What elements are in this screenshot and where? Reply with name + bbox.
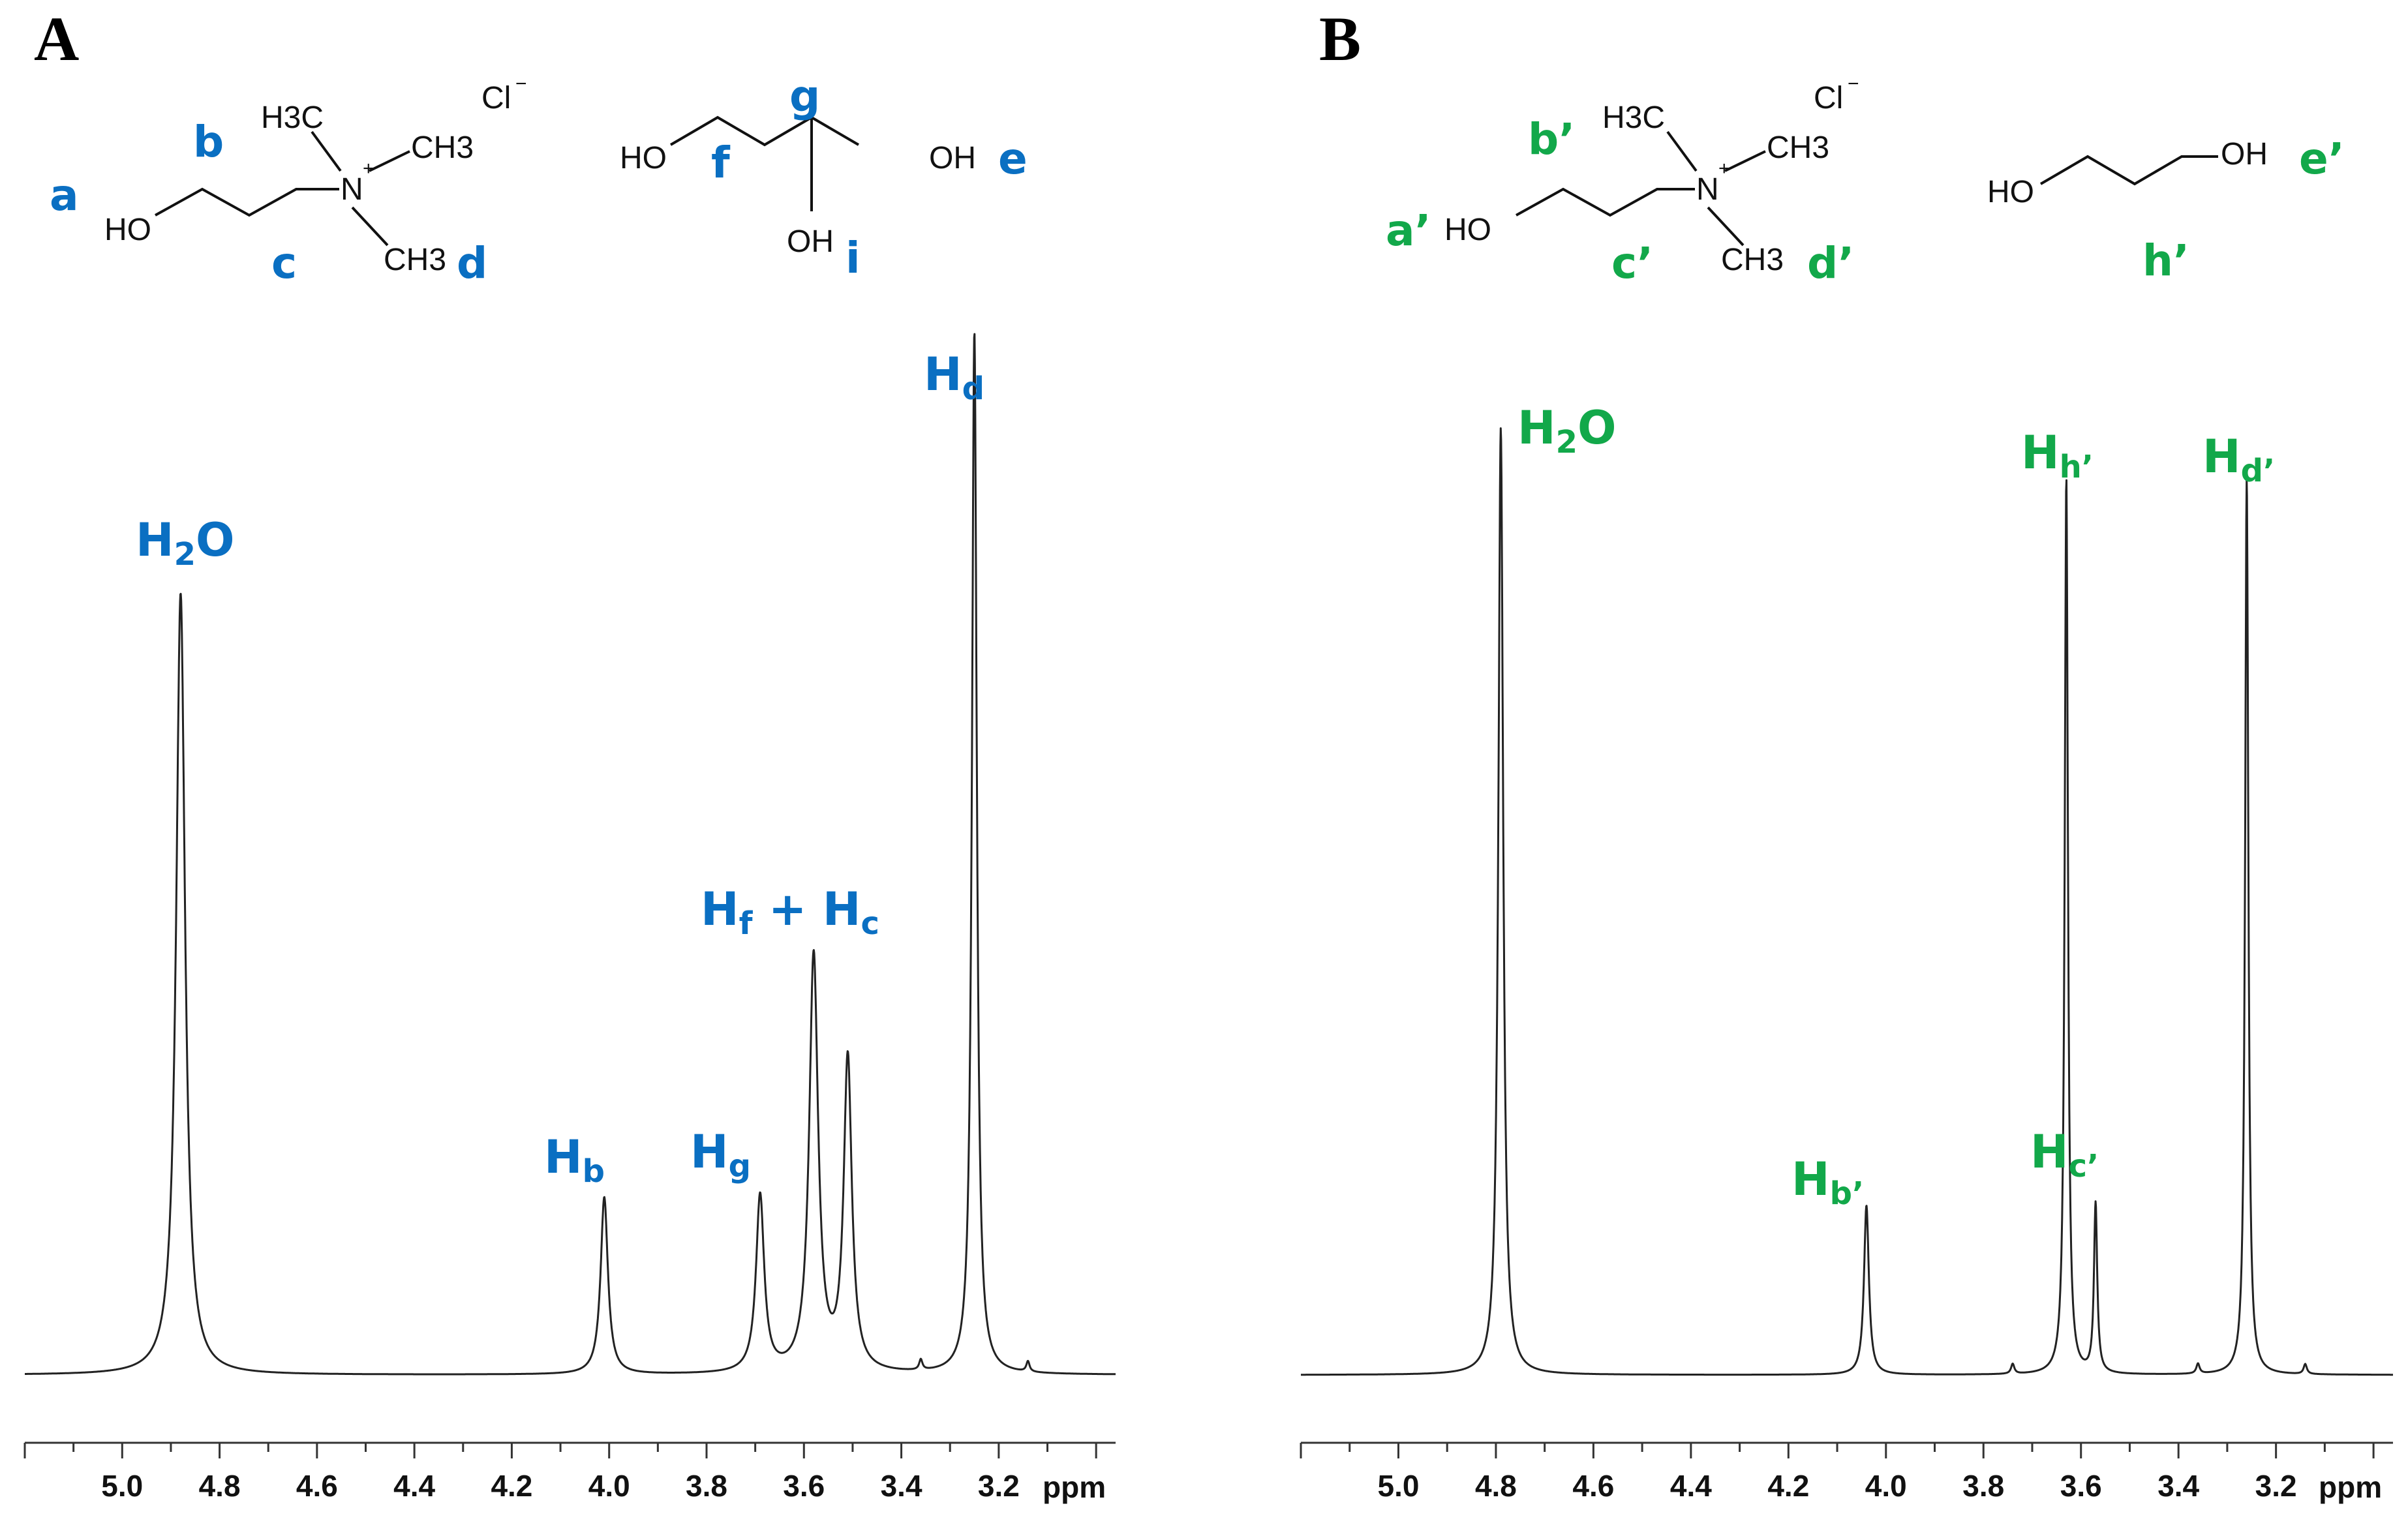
panel-a-x-tick-label: 4.4 — [393, 1469, 435, 1503]
panel-b-x-tick-label: 3.4 — [2157, 1469, 2199, 1503]
panel-a-glycerol-structure: HO OH OH — [620, 115, 976, 259]
panel-b: B HO N + H3C CH3 CH3 Cl − HO OH a’ b’ c’ — [1300, 4, 2394, 1504]
panel-b-choline-n-charge: + — [1718, 158, 1730, 179]
panel-b-x-axis-unit: ppm — [2319, 1470, 2382, 1504]
panel-a-site-f: f — [711, 138, 731, 188]
panel-b-x-tick-label: 5.0 — [1377, 1469, 1419, 1503]
panel-b-bond-n-methyl-3 — [1707, 206, 1745, 247]
panel-a-x-tick-label: 3.4 — [881, 1469, 922, 1503]
panel-b-site-h: h’ — [2142, 235, 2189, 286]
panel-b-x-tick-label: 3.8 — [1962, 1469, 2004, 1503]
panel-a-x-tick-label: 3.8 — [686, 1469, 727, 1503]
panel-a-x-axis-ticks: 5.0 4.8 4.6 4.4 4.2 4.0 3.8 3.6 3.4 3.2 — [23, 1443, 1097, 1503]
panel-b-x-tick-label: 3.2 — [2255, 1469, 2297, 1503]
panel-a-choline-structure: HO N + H3C CH3 CH3 Cl − — [104, 73, 527, 277]
panel-b-choline-structure: HO N + H3C CH3 CH3 Cl − — [1444, 73, 1859, 277]
panel-b-glycol-structure: HO OH — [1987, 137, 2268, 209]
panel-a-site-d: d — [457, 238, 487, 288]
panel-b-choline-backbone-bond — [1516, 187, 1695, 217]
panel-b-spectrum-trace — [1300, 427, 2394, 1376]
panel-a-x-tick-label: 4.2 — [491, 1469, 532, 1503]
panel-a-bond-n-methyl-1 — [311, 130, 342, 172]
panel-a-spectrum-trace — [24, 333, 1116, 1376]
panel-a-choline-methyl-2: CH3 — [411, 130, 474, 165]
panel-b-x-tick-label: 4.8 — [1475, 1469, 1517, 1503]
panel-a-letter: A — [34, 4, 79, 74]
panel-b-x-axis-ticks: 5.0 4.8 4.6 4.4 4.2 4.0 3.8 3.6 3.4 3.2 — [1300, 1443, 2375, 1503]
panel-b-x-tick-label: 4.2 — [1767, 1469, 1809, 1503]
panel-a-x-tick-label: 3.2 — [978, 1469, 1020, 1503]
panel-a-chloride-charge: − — [515, 73, 527, 95]
panel-b-bond-n-methyl-1 — [1666, 130, 1698, 172]
panel-b-peak-label-hb: Hb’ — [1791, 1153, 1864, 1212]
panel-b-choline-ho: HO — [1444, 213, 1491, 247]
panel-b-x-tick-label: 4.0 — [1865, 1469, 1907, 1503]
panel-a-glycerol-oh-bottom: OH — [787, 224, 834, 259]
panel-a: A HO N + H3C CH3 CH3 Cl − HO OH OH a — [23, 4, 1116, 1504]
panel-b-bond-n-methyl-2 — [1724, 150, 1766, 172]
panel-a-x-tick-label: 3.6 — [783, 1469, 825, 1503]
panel-b-site-e: e’ — [2299, 134, 2345, 184]
panel-b-choline-methyl-3: CH3 — [1721, 243, 1784, 277]
panel-b-site-labels: a’ b’ c’ d’ e’ h’ — [1386, 114, 2345, 288]
panel-b-choline-n: N — [1696, 172, 1719, 207]
panel-b-glycol-oh: OH — [2221, 137, 2268, 172]
panel-b-site-b: b’ — [1528, 114, 1575, 164]
panel-b-site-a: a’ — [1386, 205, 1431, 256]
panel-b-site-d: d’ — [1807, 238, 1854, 288]
panel-a-glycerol-ho-left: HO — [620, 141, 667, 175]
panel-b-peak-labels: H2O Hb’ Hh’ Hc’ Hd’ — [1517, 401, 2275, 1212]
panel-a-chloride: Cl — [481, 81, 511, 115]
panel-b-site-c: c’ — [1611, 238, 1653, 288]
panel-a-bond-n-methyl-3 — [351, 206, 389, 247]
panel-a-site-labels: a b c d e f g i — [50, 71, 1028, 288]
panel-a-site-c: c — [271, 238, 297, 288]
panel-a-glycerol-backbone-bond — [669, 115, 860, 147]
panel-a-peak-label-hb: Hb — [544, 1130, 605, 1190]
panel-b-peak-label-hc: Hc’ — [2030, 1125, 2099, 1184]
panel-a-x-axis-unit: ppm — [1043, 1470, 1106, 1504]
panel-a-x-tick-label: 4.0 — [588, 1469, 630, 1503]
panel-a-site-b: b — [193, 117, 224, 167]
panel-a-choline-methyl-3: CH3 — [384, 243, 446, 277]
panel-a-site-e: e — [998, 134, 1028, 184]
panel-a-choline-methyl-1: H3C — [261, 100, 324, 135]
panel-a-choline-n: N — [341, 172, 363, 207]
panel-a-bond-n-methyl-2 — [369, 150, 410, 172]
panel-a-peak-label-water: H2O — [136, 513, 235, 573]
panel-a-peak-label-hf-hc: Hf + Hc — [701, 882, 879, 942]
panel-a-x-tick-label: 5.0 — [101, 1469, 143, 1503]
panel-a-choline-n-charge: + — [363, 158, 374, 179]
panel-b-chloride-charge: − — [1848, 73, 1859, 95]
panel-a-glycerol-oh-right: OH — [929, 141, 976, 175]
panel-b-peak-label-hh: Hh’ — [2021, 426, 2094, 485]
panel-a-peak-labels: H2O Hb Hg Hf + Hc Hd — [136, 348, 984, 1190]
panel-b-glycol-ho: HO — [1987, 175, 2034, 209]
panel-b-peak-label-hd: Hd’ — [2202, 430, 2275, 489]
panel-b-glycol-backbone-bond — [2039, 155, 2218, 186]
panel-b-choline-methyl-2: CH3 — [1767, 130, 1829, 165]
panel-a-site-i: i — [846, 233, 861, 283]
panel-a-peak-label-hg: Hg — [690, 1125, 751, 1184]
panel-b-peak-label-water: H2O — [1517, 401, 1617, 460]
panel-b-x-tick-label: 4.6 — [1572, 1469, 1614, 1503]
panel-a-site-g: g — [789, 71, 820, 121]
panel-b-chloride: Cl — [1814, 81, 1843, 115]
panel-a-x-tick-label: 4.6 — [296, 1469, 338, 1503]
panel-a-x-tick-label: 4.8 — [199, 1469, 241, 1503]
panel-a-choline-backbone-bond — [155, 187, 339, 217]
panel-a-choline-ho: HO — [104, 213, 151, 247]
panel-b-choline-methyl-1: H3C — [1602, 100, 1665, 135]
panel-b-x-tick-label: 4.4 — [1670, 1469, 1712, 1503]
panel-a-site-a: a — [50, 170, 79, 220]
panel-b-letter: B — [1319, 4, 1361, 74]
panel-b-x-tick-label: 3.6 — [2060, 1469, 2102, 1503]
